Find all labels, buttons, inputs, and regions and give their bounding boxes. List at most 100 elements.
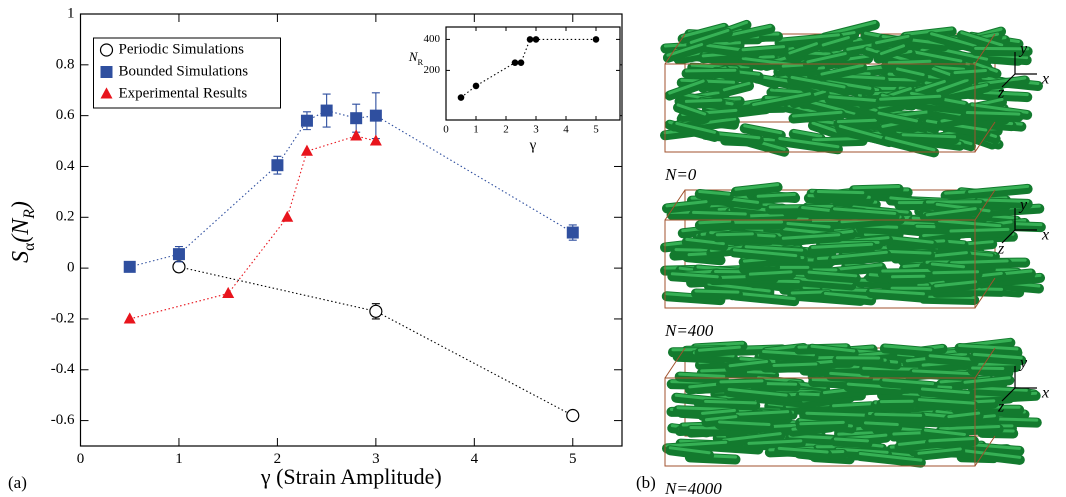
- y-tick-label: -0.4: [51, 361, 75, 377]
- fiber-highlight: [763, 383, 796, 384]
- y-axis-label-part: α: [21, 243, 38, 251]
- fiber-highlight: [834, 404, 872, 406]
- fiber-highlight: [717, 234, 752, 235]
- x-tick-label: 4: [563, 123, 569, 135]
- y-tick-label: 0.8: [56, 56, 75, 72]
- axis-glyph-label: y: [1018, 355, 1028, 372]
- marker: [458, 94, 465, 101]
- fiber: [876, 417, 921, 418]
- marker: [101, 66, 113, 78]
- axis-glyph-label: x: [1041, 227, 1049, 244]
- fiber-highlight: [676, 250, 712, 251]
- y-tick-label: 200: [424, 64, 441, 76]
- legend-label: Periodic Simulations: [119, 41, 245, 57]
- marker: [321, 105, 333, 117]
- y-tick-label: 400: [424, 33, 441, 45]
- marker: [173, 248, 185, 260]
- axis-glyph-label: z: [997, 85, 1005, 102]
- fiber: [691, 430, 726, 431]
- snapshot-label: N=400: [664, 321, 714, 340]
- fiber-highlight: [758, 194, 794, 196]
- y-tick-label: 1: [67, 5, 75, 21]
- y-axis-label-part: R: [21, 209, 38, 220]
- fiber-highlight: [889, 61, 930, 62]
- marker: [350, 112, 362, 124]
- marker: [101, 44, 113, 56]
- fiber-highlight: [903, 135, 954, 137]
- y-axis-label-part: ): [8, 201, 34, 211]
- fiber-highlight: [951, 229, 1008, 231]
- fiber-highlight: [700, 221, 730, 223]
- fiber-highlight: [865, 423, 897, 425]
- fiber-highlight: [838, 120, 875, 121]
- fiber-highlight: [854, 187, 899, 188]
- fiber: [696, 293, 738, 294]
- fiber: [838, 123, 875, 124]
- axis-glyph-label: y: [1018, 197, 1028, 214]
- x-tick-label: 1: [175, 451, 183, 467]
- fiber: [686, 103, 720, 104]
- fiber: [893, 279, 924, 280]
- fiber-highlight: [801, 422, 843, 423]
- fiber-highlight: [893, 276, 924, 277]
- fiber-highlight: [934, 272, 978, 273]
- fiber: [813, 382, 846, 383]
- x-axis-label: γ: [529, 137, 537, 153]
- fiber-highlight: [774, 364, 816, 365]
- axis-glyph-label: z: [997, 241, 1005, 258]
- fiber-highlight: [696, 291, 738, 292]
- marker: [370, 110, 382, 122]
- y-tick-label: 0: [67, 260, 75, 276]
- marker: [567, 410, 579, 422]
- fiber-highlight: [952, 261, 1008, 263]
- fiber: [924, 299, 975, 300]
- x-tick-label: 1: [473, 123, 479, 135]
- y-axis-label-part: R: [418, 57, 424, 67]
- x-tick-label: 0: [443, 123, 449, 135]
- x-tick-label: 5: [593, 123, 599, 135]
- marker: [567, 227, 579, 239]
- marker: [512, 59, 519, 66]
- marker: [533, 36, 540, 43]
- y-tick-label: 0.2: [56, 209, 75, 225]
- fiber-highlight: [687, 70, 735, 71]
- fiber: [721, 383, 762, 384]
- fiber-highlight: [706, 401, 756, 403]
- fiber: [934, 274, 978, 275]
- y-axis-label-part: (N: [8, 217, 34, 243]
- marker: [124, 261, 136, 273]
- snapshot-label: N=4000: [664, 479, 722, 497]
- figure: (a) (b) 012345-0.6-0.4-0.200.20.40.60.81…: [0, 0, 1066, 497]
- x-axis-label: γ (Strain Amplitude): [260, 464, 442, 489]
- y-tick-label: 0.4: [56, 158, 75, 174]
- fiber-highlight: [835, 439, 867, 441]
- marker: [271, 159, 283, 171]
- fiber: [687, 73, 735, 74]
- x-tick-label: 3: [533, 123, 539, 135]
- fiber-highlight: [686, 100, 720, 101]
- axis-glyph-label: x: [1041, 71, 1049, 88]
- fiber: [717, 236, 752, 237]
- fiber: [854, 189, 899, 190]
- marker: [473, 83, 480, 90]
- axis-glyph-label: x: [1041, 385, 1049, 402]
- marker: [593, 36, 600, 43]
- axis-glyph-label: z: [997, 399, 1005, 416]
- marker: [518, 59, 525, 66]
- fiber-highlight: [694, 212, 746, 214]
- fiber: [763, 386, 796, 387]
- fiber-highlight: [818, 191, 862, 192]
- legend-label: Bounded Simulations: [119, 63, 249, 79]
- panel-label: (b): [636, 473, 656, 492]
- x-tick-label: 5: [569, 451, 577, 467]
- axis-glyph-label: y: [1018, 41, 1028, 58]
- fiber-highlight: [721, 381, 762, 382]
- snapshot-label: N=0: [664, 165, 697, 184]
- marker: [301, 115, 313, 127]
- marker: [527, 36, 534, 43]
- y-tick-label: -0.2: [51, 310, 75, 326]
- marker: [370, 305, 382, 317]
- fiber-highlight: [807, 413, 870, 415]
- y-tick-label: -0.6: [51, 412, 75, 428]
- x-tick-label: 4: [471, 451, 479, 467]
